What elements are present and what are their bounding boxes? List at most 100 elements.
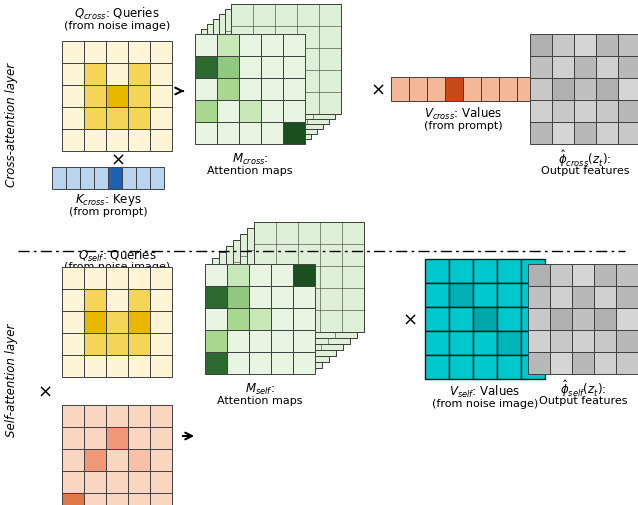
Bar: [84, 108, 106, 130]
Bar: [528, 330, 550, 352]
Bar: [225, 10, 335, 120]
Bar: [219, 252, 329, 362]
Text: Output features: Output features: [538, 395, 627, 405]
Bar: [150, 333, 172, 356]
Bar: [473, 356, 497, 379]
Bar: [530, 123, 552, 145]
Bar: [106, 471, 128, 493]
Bar: [572, 352, 594, 374]
Bar: [254, 223, 364, 332]
Bar: [293, 286, 315, 309]
Bar: [150, 356, 172, 377]
Bar: [62, 356, 84, 377]
Bar: [616, 309, 638, 330]
Bar: [445, 78, 463, 102]
Bar: [497, 356, 521, 379]
Bar: [106, 312, 128, 333]
Bar: [239, 101, 261, 123]
Bar: [128, 449, 150, 471]
Bar: [239, 35, 261, 57]
Bar: [574, 35, 596, 57]
Bar: [449, 260, 473, 283]
Bar: [521, 331, 545, 356]
Bar: [84, 268, 106, 289]
Bar: [62, 108, 84, 130]
Bar: [596, 123, 618, 145]
Bar: [62, 42, 84, 64]
Bar: [150, 108, 172, 130]
Bar: [572, 286, 594, 309]
Bar: [449, 356, 473, 379]
Bar: [240, 234, 350, 344]
Bar: [521, 283, 545, 308]
Bar: [271, 286, 293, 309]
Bar: [62, 333, 84, 356]
Bar: [150, 312, 172, 333]
Bar: [249, 265, 271, 286]
Text: $\hat{\phi}_{self}(z_t)$:: $\hat{\phi}_{self}(z_t)$:: [560, 378, 606, 399]
Bar: [552, 57, 574, 79]
Bar: [618, 123, 638, 145]
Bar: [596, 57, 618, 79]
Text: $\mathit{K}_{cross}$: Keys: $\mathit{K}_{cross}$: Keys: [75, 191, 142, 208]
Bar: [84, 289, 106, 312]
Text: $\times$: $\times$: [37, 382, 51, 400]
Bar: [62, 289, 84, 312]
Bar: [62, 449, 84, 471]
Bar: [293, 330, 315, 352]
Bar: [391, 78, 409, 102]
Bar: [239, 57, 261, 79]
Bar: [150, 64, 172, 86]
Bar: [217, 57, 239, 79]
Bar: [128, 64, 150, 86]
Bar: [271, 330, 293, 352]
Bar: [239, 79, 261, 101]
Bar: [84, 64, 106, 86]
Bar: [618, 101, 638, 123]
Bar: [481, 78, 499, 102]
Bar: [128, 356, 150, 377]
Bar: [425, 356, 449, 379]
Text: $\mathit{M}_{cross}$:: $\mathit{M}_{cross}$:: [232, 151, 269, 166]
Bar: [106, 333, 128, 356]
Bar: [594, 309, 616, 330]
Text: $\times$: $\times$: [110, 150, 124, 169]
Bar: [217, 35, 239, 57]
Bar: [572, 309, 594, 330]
Bar: [150, 471, 172, 493]
Bar: [84, 471, 106, 493]
Bar: [108, 168, 122, 189]
Bar: [497, 308, 521, 331]
Bar: [80, 168, 94, 189]
Bar: [207, 25, 317, 135]
Bar: [106, 268, 128, 289]
Bar: [128, 312, 150, 333]
Bar: [283, 101, 305, 123]
Bar: [616, 352, 638, 374]
Bar: [449, 331, 473, 356]
Bar: [596, 101, 618, 123]
Bar: [62, 312, 84, 333]
Bar: [594, 330, 616, 352]
Bar: [497, 283, 521, 308]
Bar: [84, 130, 106, 152]
Bar: [521, 308, 545, 331]
Text: $\mathit{M}_{self}$:: $\mathit{M}_{self}$:: [245, 381, 275, 396]
Bar: [219, 15, 329, 125]
Bar: [84, 86, 106, 108]
Bar: [205, 352, 227, 374]
Bar: [574, 57, 596, 79]
Bar: [62, 405, 84, 427]
Bar: [552, 101, 574, 123]
Bar: [136, 168, 150, 189]
Bar: [283, 35, 305, 57]
Bar: [550, 352, 572, 374]
Bar: [195, 35, 217, 57]
Bar: [574, 101, 596, 123]
Bar: [66, 168, 80, 189]
Bar: [227, 330, 249, 352]
Bar: [425, 260, 449, 283]
Text: $\mathit{Q}_{self}$: Queries: $\mathit{Q}_{self}$: Queries: [78, 247, 156, 264]
Text: $\times$: $\times$: [369, 81, 384, 99]
Bar: [150, 289, 172, 312]
